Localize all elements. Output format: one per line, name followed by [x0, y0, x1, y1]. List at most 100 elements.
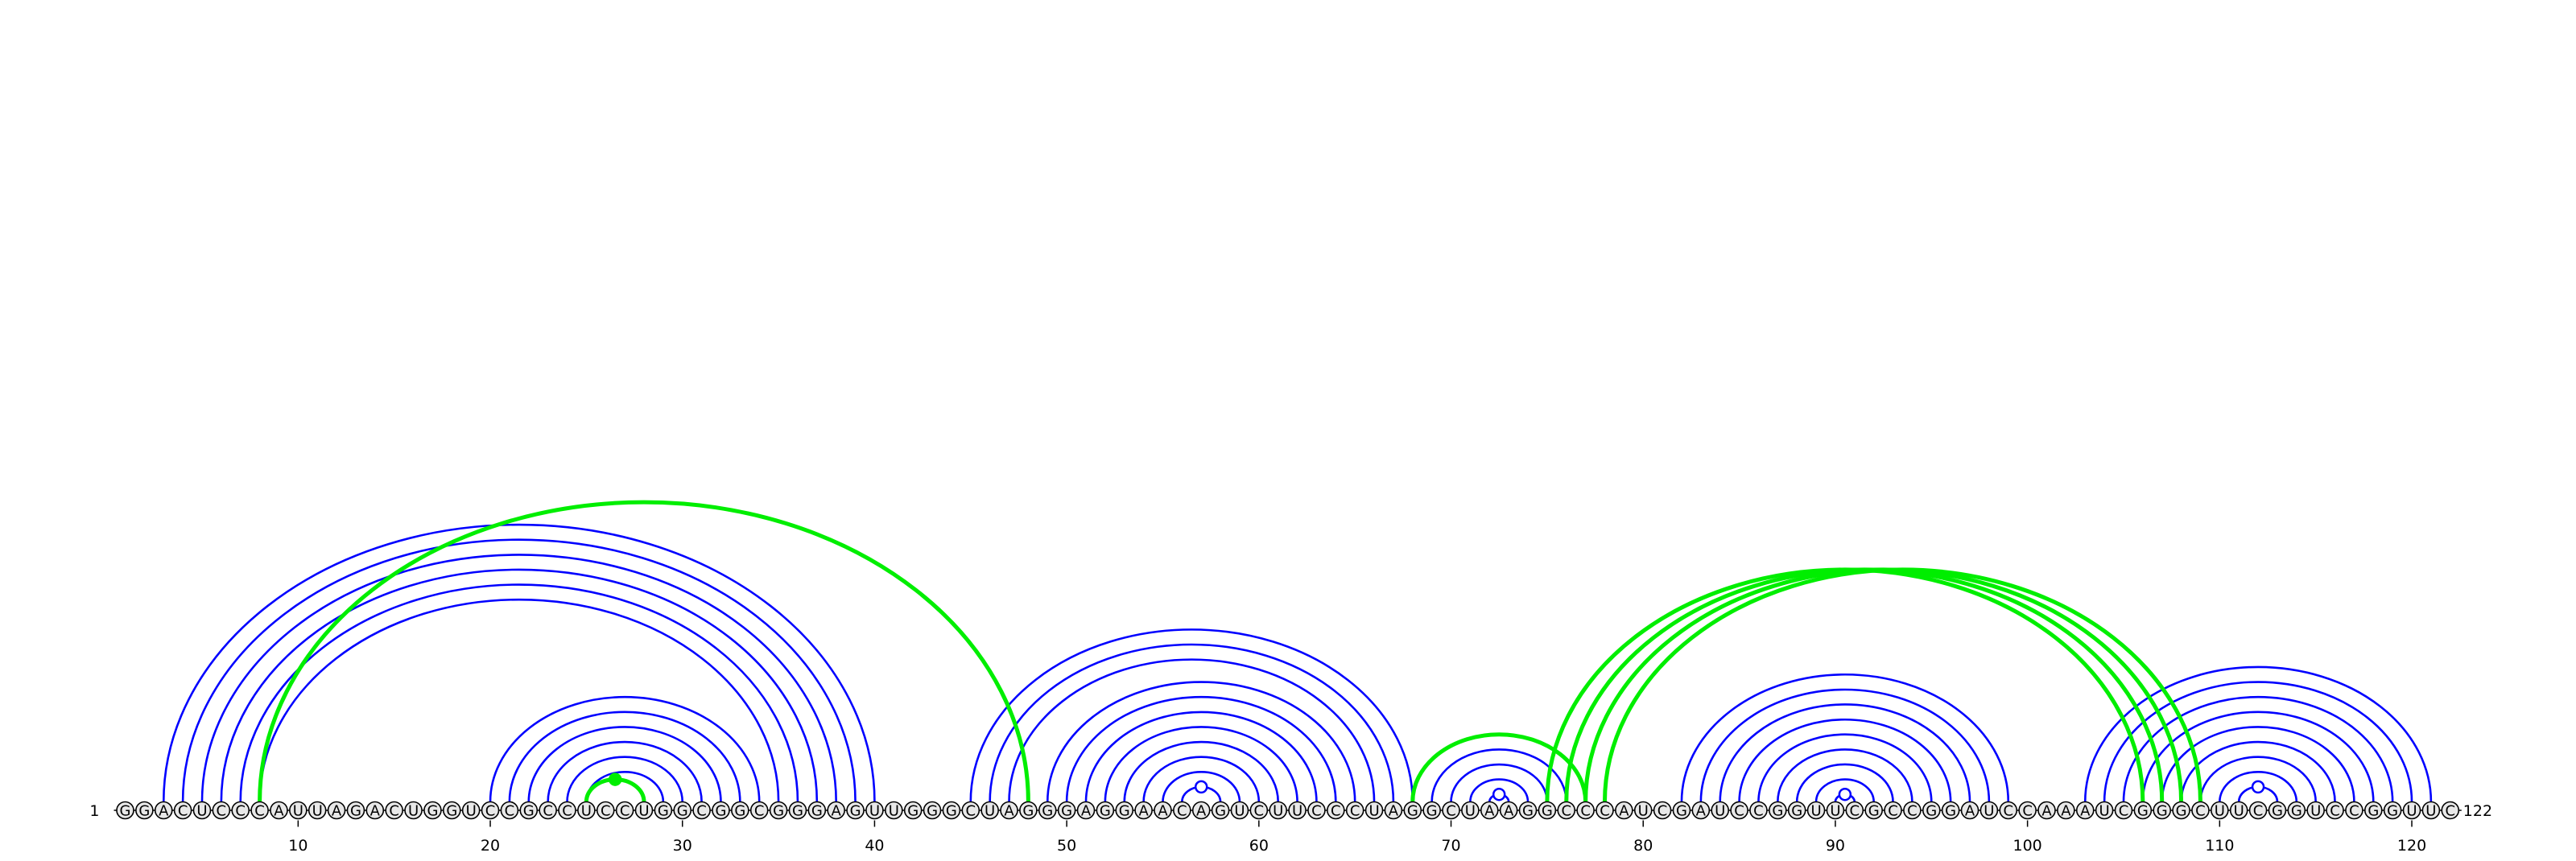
nucleotide-letter: C [1753, 803, 1764, 820]
nucleotide: C [1442, 801, 1460, 820]
nucleotide-letter: G [2137, 803, 2149, 820]
nucleotide: G [788, 801, 807, 820]
nucleotide-circle [1653, 801, 1672, 820]
nucleotide-circle [807, 801, 827, 820]
nucleotide-letter: C [1446, 803, 1456, 820]
nucleotide-circle [2402, 801, 2421, 820]
nucleotide-letter: C [1580, 803, 1591, 820]
nucleotide-letter: G [1542, 803, 1553, 820]
nucleotide-circle [289, 801, 308, 820]
nucleotide: U [308, 801, 327, 820]
nucleotide-circle [1845, 801, 1864, 820]
nucleotide: G [731, 801, 749, 820]
nucleotide-letter: G [1522, 803, 1534, 820]
nucleotide: U [885, 801, 903, 820]
nucleotide-circle [173, 801, 192, 820]
nucleotide-circle [654, 801, 673, 820]
nucleotide: G [135, 801, 154, 820]
nucleotide-letter: U [1465, 803, 1476, 820]
nucleotide-circle [1826, 801, 1845, 820]
nucleotide-circle [1327, 801, 1345, 820]
nucleotide: G [1941, 801, 1960, 820]
nucleotide-circle [1403, 801, 1422, 820]
nucleotide-circle [1038, 801, 1057, 820]
nucleotide: C [2191, 801, 2210, 820]
canonical-arc-13 [989, 643, 1395, 802]
nucleotide: G [1038, 801, 1057, 820]
nucleotide: C [1884, 801, 1902, 820]
tick-label: 40 [865, 837, 884, 855]
nucleotide-letter: C [1331, 803, 1341, 820]
nucleotide-circle [308, 801, 327, 820]
nucleotide-circle [327, 801, 346, 820]
nucleotide-letter: G [715, 803, 726, 820]
nucleotide-letter: G [2387, 803, 2398, 820]
nucleotide-letter: G [2291, 803, 2302, 820]
nucleotide-circle [923, 801, 942, 820]
nucleotide-circle [1000, 801, 1018, 820]
nucleotide-letter: U [1984, 803, 1994, 820]
nucleotide-letter: G [427, 803, 438, 820]
canonical-arc-20 [1142, 756, 1261, 802]
pair-marker-3 [1838, 787, 1852, 801]
nucleotide: G [2268, 801, 2287, 820]
nucleotide: A [2075, 801, 2095, 820]
nucleotide: U [1364, 801, 1384, 820]
nucleotide: G [712, 801, 730, 820]
nucleotide-letter: C [1888, 803, 1898, 820]
tick-label: 10 [288, 837, 308, 855]
nucleotide: G [2153, 801, 2172, 820]
noncanonical-arc-0 [258, 500, 1030, 802]
nucleotide-circle [1884, 801, 1902, 820]
nucleotide: U [1461, 801, 1480, 820]
nucleotide-circle [980, 801, 999, 820]
nucleotide-circle [212, 801, 231, 820]
tick-label: 110 [2205, 837, 2234, 855]
nucleotide-circle [385, 801, 403, 820]
nucleotide: C [1173, 801, 1191, 820]
canonical-arc-34 [1814, 778, 1875, 802]
nucleotide-circle [1384, 801, 1403, 820]
nucleotide-letter: A [2061, 803, 2071, 820]
nucleotide-circle [1154, 801, 1172, 820]
canonical-arc-3 [220, 568, 819, 802]
nucleotide-circle [2229, 801, 2248, 820]
nucleotide-circle [1442, 801, 1460, 820]
tick-label: 50 [1057, 837, 1076, 855]
tick-label: 90 [1826, 837, 1845, 855]
canonical-arc-36 [2083, 665, 2433, 802]
canonical-arc-40 [2161, 726, 2355, 802]
nucleotide-circle [1019, 801, 1038, 820]
nucleotide: C [1653, 801, 1672, 820]
nucleotide-circle [192, 801, 212, 820]
nucleotide-circle [1787, 801, 1806, 820]
nucleotide-letter: C [965, 803, 976, 820]
nucleotide-letter: G [523, 803, 535, 820]
canonical-arc-28 [1699, 688, 1991, 802]
nucleotide-letter: A [832, 803, 842, 820]
nucleotide: G [423, 801, 442, 820]
nucleotide: G [2172, 801, 2190, 820]
nucleotide-circle [1230, 801, 1249, 820]
nucleotide-circle [1307, 801, 1326, 820]
nucleotide-letter: G [773, 803, 784, 820]
nucleotide-letter: A [370, 803, 381, 820]
nucleotide-circle [1576, 801, 1595, 820]
nucleotide: U [1806, 801, 1826, 820]
nucleotide-letter: U [2215, 803, 2225, 820]
canonical-arc-27 [1680, 673, 2010, 802]
nucleotide-letter: C [1254, 803, 1265, 820]
nucleotide-circle [2133, 801, 2153, 820]
nucleotide-circle [2441, 801, 2460, 820]
nucleotide-circle [1364, 801, 1384, 820]
nucleotide: G [923, 801, 942, 820]
nucleotide-circle [846, 801, 865, 820]
nucleotide: G [1115, 801, 1134, 820]
nucleotide: A [1384, 801, 1403, 820]
nucleotide-letter: G [2272, 803, 2283, 820]
nucleotide: U [289, 801, 308, 820]
nucleotide: C [1845, 801, 1864, 820]
nucleotide-circle [1633, 801, 1653, 820]
nucleotide-letter: G [811, 803, 823, 820]
